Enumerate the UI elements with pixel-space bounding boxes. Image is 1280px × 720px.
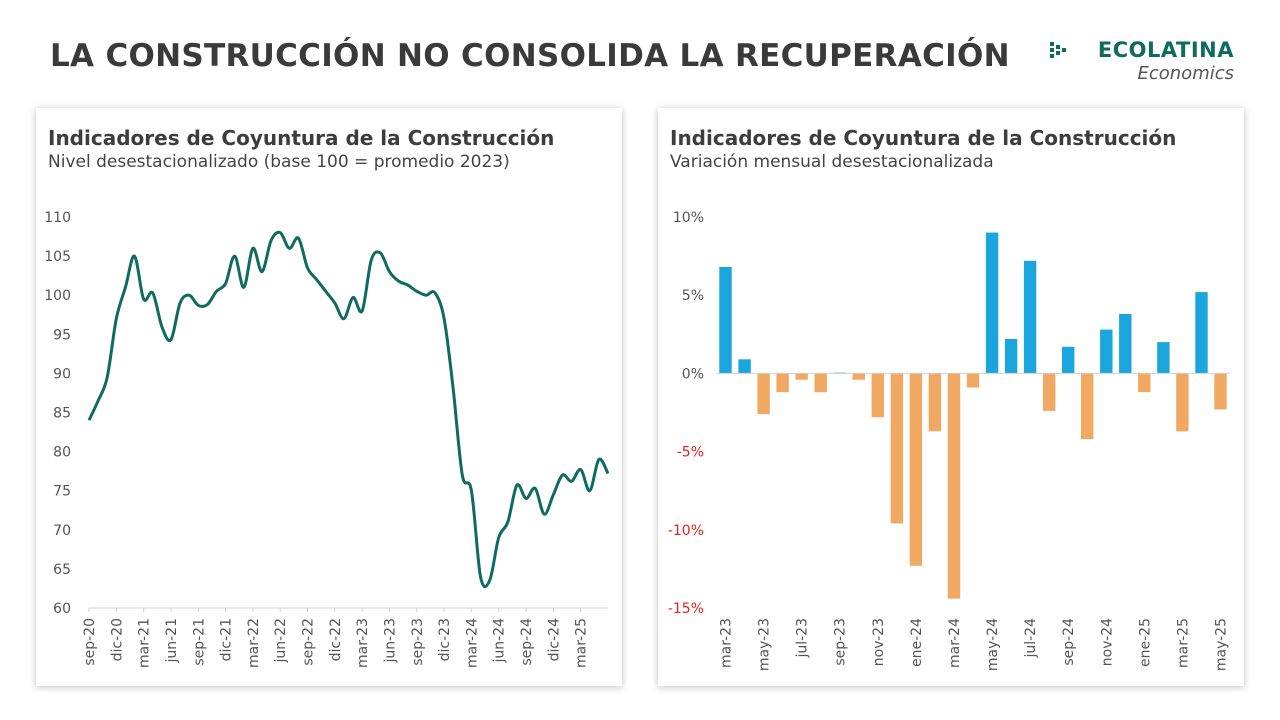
x-tick-label: dic-22 — [328, 618, 344, 661]
bar — [719, 267, 732, 374]
x-tick-label: may-24 — [985, 618, 1001, 671]
bar — [1004, 339, 1018, 374]
line-chart-panel: Indicadores de Coyuntura de la Construcc… — [36, 108, 622, 686]
x-tick-label: sep-21 — [191, 618, 207, 666]
bar-chart: -15% -10% -5% 0% 5% 10% mar-23 may-23 jul-23 sep-… — [668, 210, 1230, 671]
y-tick-label: 10% — [673, 210, 704, 226]
series-line — [87, 230, 610, 589]
x-tick-label: mar-23 — [719, 618, 735, 668]
bar — [1043, 373, 1056, 411]
y-tick-label: -15% — [668, 601, 704, 617]
x-tick-label: may-23 — [757, 618, 773, 671]
bar — [1214, 373, 1227, 410]
x-tick-label: dic-21 — [219, 618, 235, 661]
x-tick-label: jul-23 — [795, 618, 811, 659]
bar — [1081, 373, 1094, 440]
bar — [1119, 314, 1132, 374]
x-tick-label: ene-24 — [909, 618, 925, 667]
x-tick-label: dic-20 — [109, 618, 125, 661]
bar — [871, 373, 884, 418]
bar-chart-panel: Indicadores de Coyuntura de la Construcc… — [658, 108, 1244, 686]
y-tick-label: 90 — [53, 366, 71, 382]
x-tick-label: sep-23 — [410, 618, 426, 666]
bar — [1062, 346, 1075, 374]
bar — [928, 373, 942, 432]
bar — [1023, 260, 1037, 374]
x-tick-label: mar-24 — [464, 618, 480, 668]
y-tick-label: 60 — [53, 601, 71, 617]
bar — [947, 373, 961, 599]
logo-name: ECOLATINA — [1097, 38, 1234, 62]
line-chart: 60 65 70 75 80 85 90 95 100 105 110 sep-20 dic-20 mar… — [44, 210, 610, 668]
bar — [738, 359, 751, 374]
x-tick-label: may-25 — [1214, 618, 1230, 671]
y-tick-label: -5% — [677, 445, 704, 461]
logo-subtitle: Economics — [1137, 63, 1234, 84]
x-tick-label: mar-25 — [1175, 618, 1191, 668]
y-tick-label: 105 — [44, 249, 71, 265]
bar — [890, 373, 904, 524]
bar — [1157, 342, 1170, 374]
bar — [814, 373, 827, 393]
x-tick-label: mar-21 — [137, 618, 153, 668]
bar — [1138, 373, 1151, 393]
x-tick-label: sep-24 — [519, 618, 535, 666]
bar — [1100, 329, 1113, 374]
bar-chart-subtitle: Variación mensual desestacionalizada — [670, 152, 994, 172]
y-tick-label: 5% — [682, 288, 704, 304]
x-tick-label: jul-24 — [1023, 618, 1039, 659]
x-tick-label: dic-23 — [437, 618, 453, 661]
y-tick-label: -10% — [668, 523, 704, 539]
bar — [776, 373, 789, 393]
y-tick-label: 80 — [53, 445, 71, 461]
y-tick-label: 0% — [682, 366, 704, 382]
x-tick-label: nov-23 — [871, 618, 887, 666]
x-tick-label: nov-24 — [1099, 618, 1115, 666]
x-tick-label: jun-21 — [164, 618, 180, 664]
x-tick-label: jun-23 — [383, 618, 399, 664]
x-tick-label: jun-22 — [273, 618, 289, 664]
logo-grid-icon — [1050, 42, 1066, 58]
line-chart-subtitle: Nivel desestacionalizado (base 100 = pro… — [48, 152, 510, 172]
y-tick-label: 100 — [44, 288, 71, 304]
y-tick-label: 70 — [53, 523, 71, 539]
x-tick-label: sep-23 — [833, 618, 849, 666]
x-tick-label: sep-24 — [1061, 618, 1077, 666]
x-tick-label: mar-23 — [355, 618, 371, 668]
x-tick-label: sep-20 — [82, 618, 98, 666]
x-tick-label: sep-22 — [301, 618, 317, 666]
x-tick-label: dic-24 — [546, 618, 562, 661]
y-tick-label: 95 — [53, 327, 71, 343]
page-title: LA CONSTRUCCIÓN NO CONSOLIDA LA RECUPERA… — [50, 38, 1010, 74]
line-chart-title: Indicadores de Coyuntura de la Construcc… — [48, 126, 555, 150]
x-tick-label: jun-24 — [492, 618, 508, 664]
x-tick-label: mar-24 — [947, 618, 963, 668]
y-tick-label: 75 — [53, 484, 71, 500]
x-tick-label: mar-25 — [574, 618, 590, 668]
bar — [985, 232, 999, 374]
ecolatina-logo: ECOLATINA Economics — [1034, 38, 1234, 90]
x-tick-label: mar-22 — [246, 618, 262, 668]
y-tick-label: 65 — [53, 562, 71, 578]
bar — [795, 373, 808, 380]
bar — [1195, 292, 1208, 374]
y-tick-label: 85 — [53, 406, 71, 422]
bar — [757, 373, 770, 415]
bar-chart-title: Indicadores de Coyuntura de la Construcc… — [670, 126, 1177, 150]
bar — [1176, 373, 1189, 432]
y-tick-label: 110 — [44, 210, 71, 226]
bar — [966, 373, 980, 388]
bar — [852, 373, 865, 380]
bar — [909, 373, 923, 566]
x-tick-label: ene-25 — [1137, 618, 1153, 667]
